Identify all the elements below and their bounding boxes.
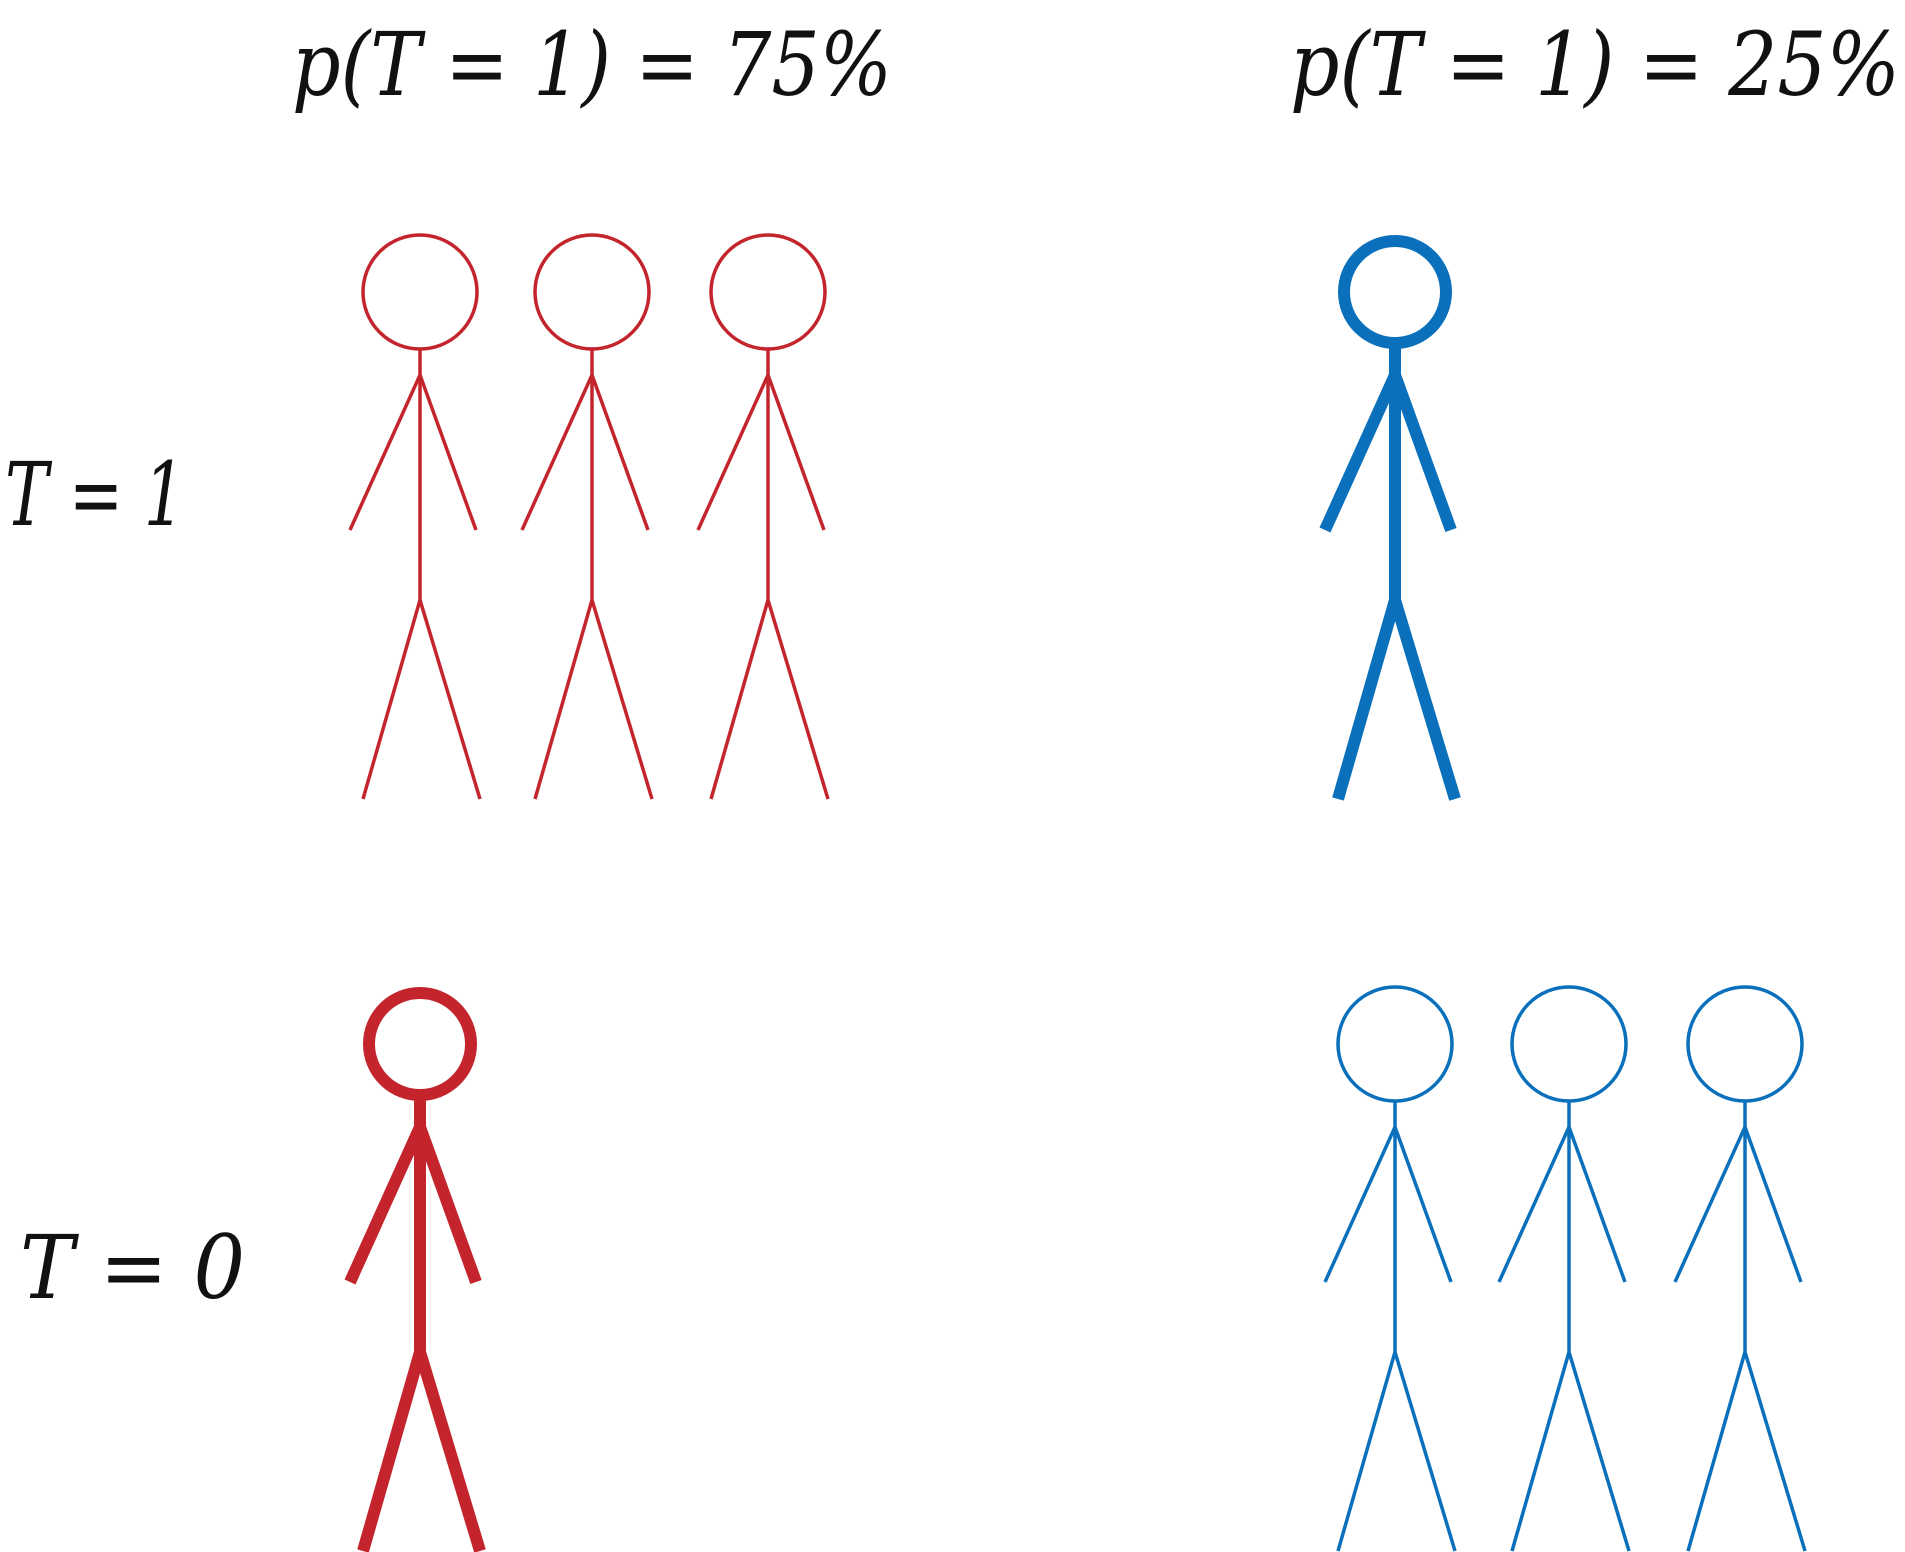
figure-head	[1686, 985, 1804, 1103]
figure-right-arm	[1743, 1126, 1803, 1283]
row-label-untreated: T = 0	[20, 1216, 245, 1319]
left-group-treated-figure	[348, 233, 482, 800]
figure-head	[709, 233, 827, 351]
figure-left-arm	[1323, 1126, 1397, 1283]
figure-left-arm	[1497, 1126, 1571, 1283]
figure-left-arm	[344, 1124, 426, 1285]
right-group-untreated-figure	[1323, 985, 1457, 1552]
figure-left-leg	[533, 599, 594, 800]
figure-left-arm	[1673, 1126, 1747, 1283]
figure-right-leg	[1567, 1351, 1631, 1552]
right-group-heading: p(T = 1) = 25%	[1290, 13, 1900, 116]
figure-right-arm	[1393, 1126, 1453, 1283]
figure-head	[1338, 235, 1452, 349]
figure-right-leg	[590, 599, 654, 800]
figure-right-leg	[1389, 598, 1461, 801]
left-group-treated-figure	[520, 233, 654, 800]
figure-right-leg	[1743, 1351, 1807, 1552]
figure-head	[363, 987, 477, 1101]
figure-head	[1510, 985, 1628, 1103]
figure-left-leg	[1332, 598, 1401, 801]
figure-right-arm	[1567, 1126, 1627, 1283]
figure-right-leg	[418, 599, 482, 800]
figure-right-leg	[414, 1350, 486, 1552]
figure-left-leg	[709, 599, 770, 800]
figure-left-leg	[1510, 1351, 1571, 1552]
right-group-untreated-figure	[1497, 985, 1631, 1552]
figure-left-leg	[1336, 1351, 1397, 1552]
left-group-untreated-figure	[344, 987, 486, 1552]
figure-right-arm	[414, 1124, 482, 1285]
stick-figures	[344, 233, 1807, 1552]
figure-left-leg	[361, 599, 422, 800]
left-group-heading: p(T = 1) = 75%	[292, 13, 892, 116]
figure-right-arm	[1389, 372, 1457, 533]
figure-head	[533, 233, 651, 351]
row-label-treated: T = 1	[5, 443, 185, 546]
right-group-treated-figure	[1319, 235, 1461, 801]
figure-right-leg	[1393, 1351, 1457, 1552]
figure-left-arm	[520, 374, 594, 531]
figure-right-arm	[766, 374, 826, 531]
right-group-untreated-figure	[1673, 985, 1807, 1552]
figure-left-arm	[696, 374, 770, 531]
figure-right-arm	[590, 374, 650, 531]
left-group-treated-figure	[696, 233, 830, 800]
figure-left-arm	[348, 374, 422, 531]
figure-head	[1336, 985, 1454, 1103]
figure-right-leg	[766, 599, 830, 800]
figure-head	[361, 233, 479, 351]
figure-left-leg	[1686, 1351, 1747, 1552]
figure-left-leg	[357, 1350, 426, 1552]
figure-right-arm	[418, 374, 478, 531]
figure-left-arm	[1319, 372, 1401, 533]
